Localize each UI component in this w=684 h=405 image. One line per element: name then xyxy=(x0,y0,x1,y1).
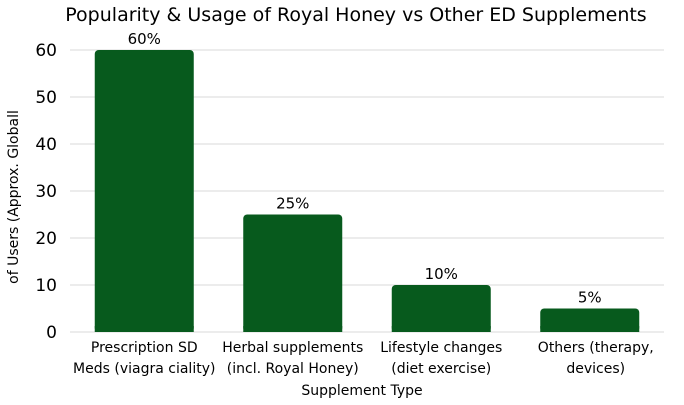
y-tick-label: 0 xyxy=(46,323,57,343)
y-tick-label: 60 xyxy=(35,41,57,61)
bars xyxy=(94,50,640,332)
chart-title: Popularity & Usage of Royal Honey vs Oth… xyxy=(65,4,646,26)
x-tick-label: Lifestyle changes xyxy=(380,340,502,356)
y-tick-label: 30 xyxy=(35,182,57,202)
x-tick-label: (incl. Royal Honey) xyxy=(227,361,359,377)
x-tick-label: Others (therapy, xyxy=(538,340,654,356)
bar xyxy=(391,285,491,332)
data-label: 10% xyxy=(425,265,458,283)
data-label: 25% xyxy=(276,195,309,213)
bar-base xyxy=(391,326,491,332)
y-tick-label: 20 xyxy=(35,229,57,249)
bar-base xyxy=(243,326,343,332)
y-tick-label: 40 xyxy=(35,135,57,155)
y-axis-label: of Users (Approx. Globall xyxy=(6,110,22,284)
bar xyxy=(243,214,343,332)
x-tick-label: Herbal supplements xyxy=(222,340,363,356)
data-label: 5% xyxy=(578,289,602,307)
data-label: 60% xyxy=(128,30,161,48)
x-tick-label: Meds (viagra ciality) xyxy=(73,361,215,377)
data-labels: 60% 25% 10% 5% xyxy=(128,30,602,307)
bar xyxy=(94,50,194,332)
x-tick-label: Prescription SD xyxy=(91,340,198,356)
y-axis-ticks: 0 10 20 30 40 50 60 xyxy=(35,41,57,343)
y-tick-label: 50 xyxy=(35,88,57,108)
x-axis-label: Supplement Type xyxy=(301,383,422,399)
bar-base xyxy=(94,326,194,332)
bar-base xyxy=(540,326,640,332)
x-tick-label: (diet exercise) xyxy=(391,361,491,377)
x-tick-label: devices) xyxy=(566,361,625,377)
y-tick-label: 10 xyxy=(35,276,57,296)
x-axis-categories: Prescription SD Meds (viagra ciality) Herb… xyxy=(73,340,654,377)
